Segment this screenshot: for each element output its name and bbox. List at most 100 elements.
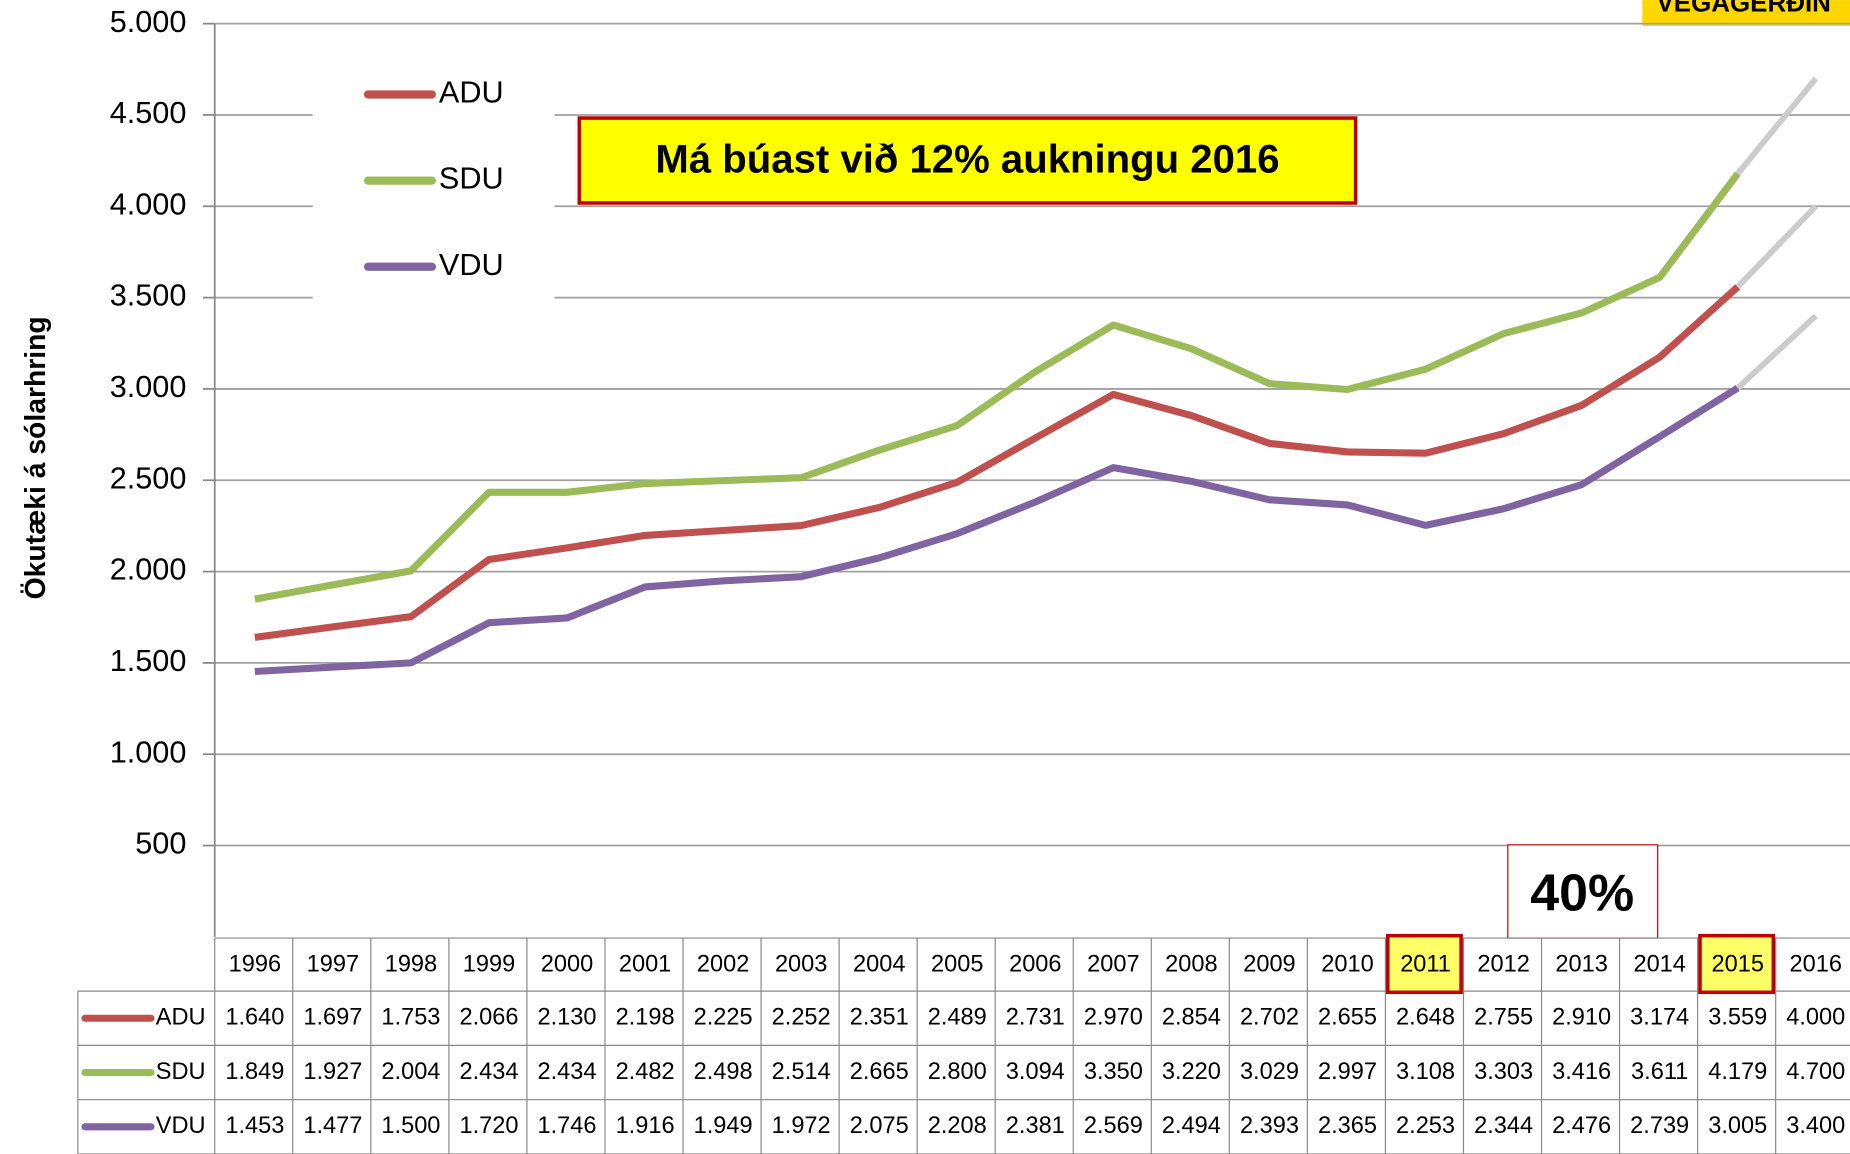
x-tick-label: 2016 xyxy=(1790,950,1842,976)
table-value: 2.755 xyxy=(1474,1003,1533,1029)
table-value: 2.252 xyxy=(772,1003,831,1029)
x-tick-label: 2007 xyxy=(1087,950,1139,976)
brand-logo xyxy=(1642,0,1850,27)
x-tick-label: 1998 xyxy=(385,950,437,976)
table-value: 2.225 xyxy=(694,1003,753,1029)
table-value: 2.365 xyxy=(1318,1112,1377,1138)
table-value: 1.477 xyxy=(303,1112,362,1138)
table-value: 4.700 xyxy=(1786,1058,1845,1084)
y-tick-label: 4.500 xyxy=(110,96,187,130)
table-value: 2.434 xyxy=(538,1058,597,1084)
table-value: 3.094 xyxy=(1006,1058,1065,1084)
table-value: 2.393 xyxy=(1240,1112,1299,1138)
projection-line xyxy=(1735,204,1818,289)
table-value: 2.739 xyxy=(1630,1112,1689,1138)
table-value: 3.350 xyxy=(1084,1058,1143,1084)
annotation-box xyxy=(577,116,1358,205)
legend-label: SDU xyxy=(439,162,504,196)
table-value: 1.720 xyxy=(459,1112,518,1138)
table-value: 2.351 xyxy=(850,1003,909,1029)
table-value: 3.005 xyxy=(1708,1112,1767,1138)
x-tick-label: 2015 xyxy=(1712,950,1764,976)
table-value: 2.434 xyxy=(459,1058,518,1084)
table-value: 1.972 xyxy=(772,1112,831,1138)
annotation: 40% xyxy=(1530,864,1634,922)
table-value: 2.344 xyxy=(1474,1112,1533,1138)
table-value: 2.482 xyxy=(616,1058,675,1084)
table-value: 1.916 xyxy=(616,1112,675,1138)
table-value: 1.640 xyxy=(225,1003,284,1029)
x-tick-label: 1996 xyxy=(229,950,281,976)
series-line xyxy=(254,284,1741,641)
y-tick-label: 500 xyxy=(135,827,186,861)
table-value: 1.927 xyxy=(303,1058,362,1084)
table-value: 3.611 xyxy=(1631,1058,1688,1084)
row-label: VDU xyxy=(156,1112,206,1138)
table-value: 2.066 xyxy=(459,1003,518,1029)
x-tick-label: 2008 xyxy=(1165,950,1217,976)
highlight-cell xyxy=(1698,933,1776,995)
table-value: 3.416 xyxy=(1552,1058,1611,1084)
legend-label: ADU xyxy=(439,76,504,110)
x-tick-label: 2002 xyxy=(697,950,749,976)
table-value: 3.220 xyxy=(1162,1058,1221,1084)
table-value: 1.697 xyxy=(303,1003,362,1029)
row-label: ADU xyxy=(156,1003,206,1029)
x-tick-label: 1997 xyxy=(307,950,359,976)
projection-line xyxy=(1735,76,1819,176)
series-line xyxy=(254,171,1741,603)
table-value: 2.494 xyxy=(1162,1112,1221,1138)
table-value: 2.489 xyxy=(928,1003,987,1029)
table-value: 2.381 xyxy=(1006,1112,1065,1138)
row-label: SDU xyxy=(156,1058,206,1084)
y-tick-label: 1.000 xyxy=(110,735,187,769)
table-value: 2.004 xyxy=(381,1058,440,1084)
y-tick-label: 4.000 xyxy=(110,187,187,221)
table-value: 2.075 xyxy=(850,1112,909,1138)
table-value: 2.997 xyxy=(1318,1058,1377,1084)
y-tick-label: 2.500 xyxy=(110,461,187,495)
table-value: 2.198 xyxy=(616,1003,675,1029)
table-value: 1.753 xyxy=(381,1003,440,1029)
table-value: 1.453 xyxy=(225,1112,284,1138)
table-value: 3.400 xyxy=(1786,1112,1845,1138)
annotation-box xyxy=(1507,844,1659,939)
y-tick-label: 5.000 xyxy=(110,5,187,39)
x-tick-label: 1999 xyxy=(463,950,515,976)
x-tick-label: 2010 xyxy=(1321,950,1373,976)
x-tick-label: 2012 xyxy=(1477,950,1529,976)
table-value: 3.174 xyxy=(1630,1003,1689,1029)
legend-label: VDU xyxy=(439,248,504,282)
y-tick-label: 1.500 xyxy=(110,644,187,678)
table-value: 2.648 xyxy=(1396,1003,1455,1029)
table-value: 3.108 xyxy=(1396,1058,1455,1084)
x-tick-label: 2005 xyxy=(931,950,983,976)
table-value: 1.500 xyxy=(381,1112,440,1138)
table-value: 2.800 xyxy=(928,1058,987,1084)
highlight-cell xyxy=(1386,933,1463,995)
table-value: 2.655 xyxy=(1318,1003,1377,1029)
table-value: 2.208 xyxy=(928,1112,987,1138)
x-tick-label: 2013 xyxy=(1555,950,1607,976)
x-tick-label: 2004 xyxy=(853,950,905,976)
table-value: 1.949 xyxy=(694,1112,753,1138)
table-value: 2.731 xyxy=(1006,1003,1065,1029)
table-value: 2.569 xyxy=(1084,1112,1143,1138)
table-value: 2.702 xyxy=(1240,1003,1299,1029)
table-value: 2.476 xyxy=(1552,1112,1611,1138)
x-tick-label: 2000 xyxy=(541,950,593,976)
table-value: 2.854 xyxy=(1162,1003,1221,1029)
x-tick-label: 2014 xyxy=(1633,950,1685,976)
x-tick-label: 2006 xyxy=(1009,950,1061,976)
brand: VEGAGERÐIN xyxy=(1657,0,1831,18)
table-value: 1.849 xyxy=(225,1058,284,1084)
table-value: 3.303 xyxy=(1474,1058,1533,1084)
table-value: 1.746 xyxy=(538,1112,597,1138)
table-value: 2.253 xyxy=(1396,1112,1455,1138)
projection-line xyxy=(1735,313,1818,391)
x-tick-label: 2011 xyxy=(1400,950,1451,976)
table-value: 2.514 xyxy=(772,1058,831,1084)
table-value: 2.130 xyxy=(538,1003,597,1029)
table-value: 4.179 xyxy=(1708,1058,1767,1084)
